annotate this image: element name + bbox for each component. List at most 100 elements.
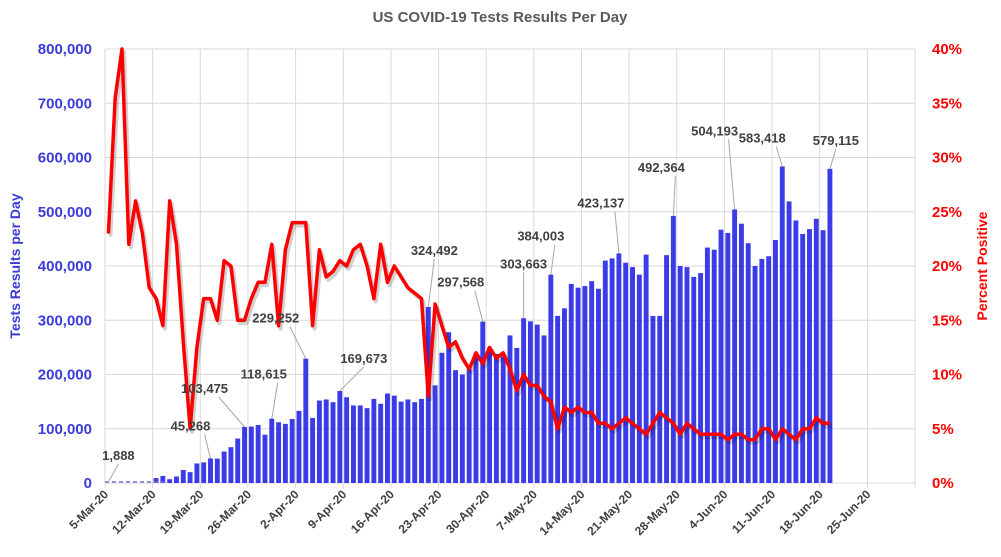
bar <box>827 168 833 483</box>
bar <box>698 273 704 483</box>
bar <box>602 260 608 483</box>
bar <box>677 266 683 483</box>
bar <box>310 417 316 483</box>
bar <box>167 479 173 483</box>
bar <box>453 370 458 483</box>
bar <box>412 402 418 483</box>
data-label: 169,673 <box>340 351 387 366</box>
bar <box>282 423 288 483</box>
x-tick-label: 5-Mar-20 <box>66 487 111 532</box>
leader-line <box>550 244 556 275</box>
y-left-tick-label: 500,000 <box>38 204 92 221</box>
bar <box>255 424 261 483</box>
bar <box>507 335 513 483</box>
bar <box>541 335 547 483</box>
bar <box>480 321 486 483</box>
y-right-tick-label: 5% <box>932 421 954 438</box>
bar <box>766 256 772 483</box>
bar <box>670 215 676 484</box>
leader-line <box>775 146 783 167</box>
bar <box>793 220 799 483</box>
bar <box>262 434 268 483</box>
bar <box>344 397 350 483</box>
bar <box>371 398 377 483</box>
bar <box>711 249 717 483</box>
bar <box>242 426 247 483</box>
bar <box>487 347 493 483</box>
leader-line <box>474 290 484 322</box>
bar-series-tests <box>153 166 833 484</box>
line-series-percent-positive <box>106 47 832 445</box>
data-label: 297,568 <box>437 275 484 290</box>
bar <box>446 332 452 483</box>
bar <box>378 403 384 483</box>
data-label: 583,418 <box>739 130 786 145</box>
x-tick-label: 28-May-20 <box>632 487 683 538</box>
y-left-tick-label: 700,000 <box>38 95 92 112</box>
bar <box>228 447 234 483</box>
bar <box>174 476 179 483</box>
data-label: 118,615 <box>241 367 287 382</box>
bar <box>575 287 581 483</box>
y-right-tick-label: 10% <box>932 367 962 384</box>
bar <box>807 229 812 483</box>
bar <box>296 410 302 483</box>
bar <box>773 239 778 483</box>
x-tick-label: 23-Apr-20 <box>396 487 445 536</box>
x-tick-label: 7-May-20 <box>494 487 540 533</box>
bar <box>562 308 567 483</box>
bar <box>493 353 499 483</box>
data-label: 103,475 <box>181 381 228 396</box>
bar <box>276 422 282 483</box>
data-labels: 1,888 45,268 103,475 118,615 229,252 169,673 3… <box>102 123 859 463</box>
bar <box>527 321 533 483</box>
bar <box>303 358 309 483</box>
bar <box>664 255 670 483</box>
bar <box>398 401 404 483</box>
bar <box>466 369 472 483</box>
bar <box>704 247 710 483</box>
bar <box>180 469 186 483</box>
bar <box>609 258 615 483</box>
bar <box>350 405 356 483</box>
bar <box>391 395 397 483</box>
y-axis-left-ticks: 0 100,000 200,000 300,000 400,000 500,000 600,… <box>38 41 92 492</box>
x-tick-label: 2-Apr-20 <box>257 487 302 532</box>
bar <box>214 458 220 483</box>
bar <box>330 402 336 483</box>
x-tick-label: 11-Jun-20 <box>729 487 778 536</box>
bar <box>269 418 275 483</box>
leader-line <box>829 148 837 169</box>
x-tick-label: 16-Apr-20 <box>348 487 397 536</box>
bar <box>725 232 731 483</box>
bar <box>684 267 690 483</box>
y-axis-left-label: Tests Results per Day <box>7 193 23 338</box>
bar <box>745 243 751 483</box>
x-tick-label: 9-Apr-20 <box>305 487 350 532</box>
bar <box>385 393 390 483</box>
bar <box>194 463 200 483</box>
bar <box>636 274 642 483</box>
y-right-tick-label: 25% <box>932 204 962 221</box>
bar <box>357 405 363 483</box>
percent-positive-line <box>106 47 830 442</box>
y-left-tick-label: 600,000 <box>38 150 92 167</box>
data-label: 492,364 <box>638 160 686 175</box>
bar <box>779 166 785 483</box>
bar <box>459 374 465 483</box>
leader-line <box>427 258 435 308</box>
bar <box>432 385 438 483</box>
leader-line <box>218 396 245 428</box>
bar <box>650 315 656 483</box>
x-tick-label: 14-May-20 <box>537 487 588 538</box>
y-axis-right-ticks: 0% 5% 10% 15% 20% 25% 30% 35% 40% <box>932 41 962 492</box>
bar <box>738 223 744 483</box>
leader-line <box>204 434 211 459</box>
bar <box>616 253 622 483</box>
x-tick-label: 18-Jun-20 <box>776 487 826 537</box>
y-left-tick-label: 0 <box>84 475 92 492</box>
data-label: 303,663 <box>500 256 547 271</box>
data-label: 579,115 <box>813 133 859 148</box>
